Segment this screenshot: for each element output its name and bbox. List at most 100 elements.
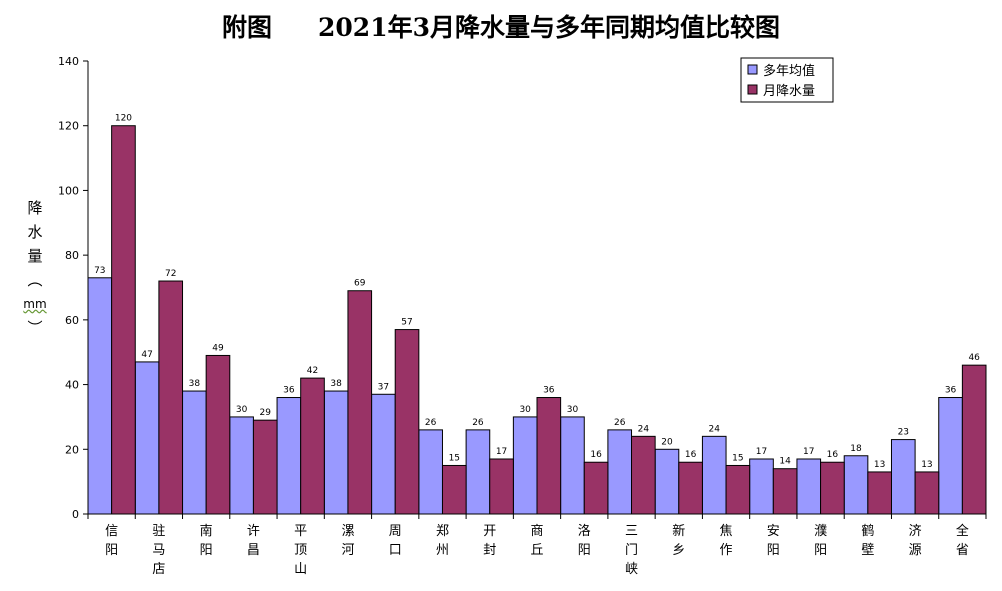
x-tick-label: 阳	[200, 543, 213, 558]
x-tick-label: 阳	[767, 543, 780, 558]
bar	[229, 416, 254, 515]
bar	[158, 280, 184, 515]
data-label: 36	[543, 386, 555, 396]
chart-title: 附图 2021年3月降水量与多年同期均值比较图	[0, 8, 1002, 44]
y-tick-label: 100	[58, 184, 79, 197]
data-label: 14	[779, 457, 791, 467]
ylabel-char: 降	[27, 199, 43, 217]
x-tick-label: 峡	[625, 562, 638, 577]
legend-label: 月降水量	[763, 84, 815, 99]
x-tick-label: 马	[152, 543, 165, 558]
bar	[323, 390, 349, 515]
x-tick-label: 鹤	[861, 523, 874, 539]
x-tick-label: 壁	[861, 543, 874, 558]
x-tick-label: 漯	[341, 524, 354, 539]
x-tick-label: 郑	[436, 524, 449, 539]
data-label: 57	[401, 318, 412, 328]
x-tick-label: 丘	[530, 543, 543, 558]
data-label: 17	[756, 447, 767, 457]
bar	[465, 429, 491, 515]
bar	[890, 439, 916, 515]
bar	[560, 416, 585, 515]
x-tick-label: 源	[909, 543, 922, 558]
data-label: 30	[567, 405, 579, 415]
bar	[843, 455, 869, 515]
bar	[489, 458, 514, 515]
bar	[701, 435, 727, 515]
data-label: 120	[115, 114, 132, 124]
x-tick-label: 河	[341, 543, 354, 558]
ylabel-unit: mm	[23, 297, 47, 311]
x-tick-label: 平	[294, 524, 307, 539]
bar	[914, 471, 940, 515]
bar	[371, 393, 396, 515]
data-label: 73	[94, 266, 105, 276]
x-tick-label: 安	[767, 524, 780, 539]
data-label: 16	[827, 450, 839, 460]
bar	[111, 125, 136, 515]
data-label: 24	[638, 424, 650, 434]
bar	[276, 397, 302, 515]
data-label: 15	[732, 453, 743, 463]
x-tick-label: 全	[956, 523, 969, 539]
x-tick-label: 乡	[672, 543, 685, 558]
data-label: 23	[898, 428, 909, 438]
data-label: 26	[614, 418, 626, 428]
bar	[631, 435, 656, 515]
bar	[820, 461, 845, 515]
x-tick-label: 开	[483, 524, 496, 539]
y-tick-label: 40	[65, 379, 79, 392]
x-tick-label: 作	[720, 543, 733, 558]
data-label: 20	[661, 437, 673, 447]
data-label: 72	[165, 269, 176, 279]
bar	[536, 397, 562, 515]
data-label: 37	[378, 382, 389, 392]
y-tick-label: 20	[65, 443, 79, 456]
x-tick-label: 洛	[578, 524, 591, 539]
x-tick-label: 濮	[814, 524, 827, 539]
x-tick-label: 商	[530, 524, 543, 539]
data-label: 69	[354, 279, 366, 289]
ylabel-char: 量	[27, 247, 43, 265]
x-tick-label: 封	[483, 543, 496, 558]
x-tick-label: 省	[956, 543, 969, 558]
title-main: 2021年3月降水量与多年同期均值比较图	[318, 13, 780, 42]
data-label: 17	[803, 447, 814, 457]
data-label: 47	[141, 350, 152, 360]
data-label: 15	[449, 453, 460, 463]
x-tick-label: 山	[294, 562, 307, 577]
ylabel-char: 水	[27, 223, 43, 241]
x-tick-label: 店	[152, 562, 165, 577]
data-label: 16	[685, 450, 697, 460]
legend-swatch	[747, 84, 758, 95]
data-label: 38	[330, 379, 342, 389]
bar	[394, 329, 420, 515]
data-label: 42	[307, 366, 318, 376]
bar	[796, 458, 822, 515]
data-label: 26	[472, 418, 484, 428]
y-tick-label: 60	[65, 314, 79, 327]
bar	[512, 416, 538, 515]
x-tick-label: 南	[200, 523, 213, 539]
data-label: 30	[236, 405, 248, 415]
x-tick-label: 门	[625, 543, 638, 558]
bar	[654, 448, 680, 515]
data-label: 18	[850, 444, 862, 454]
x-tick-label: 济	[909, 524, 922, 539]
bar	[134, 361, 160, 515]
x-tick-label: 三	[625, 524, 638, 539]
data-label: 46	[968, 353, 980, 363]
x-tick-label: 阳	[105, 543, 118, 558]
bar	[772, 468, 798, 515]
bar	[961, 364, 987, 515]
data-label: 36	[283, 386, 295, 396]
data-label: 38	[189, 379, 201, 389]
ylabel-char: ︵	[27, 271, 43, 289]
y-tick-label: 0	[72, 508, 79, 521]
y-axis-label: 降 水 量 ︵ mm ︶	[22, 196, 48, 340]
data-label: 30	[519, 405, 531, 415]
bar	[347, 290, 373, 515]
ylabel-char: ︶	[27, 319, 43, 337]
y-tick-label: 80	[65, 249, 79, 262]
